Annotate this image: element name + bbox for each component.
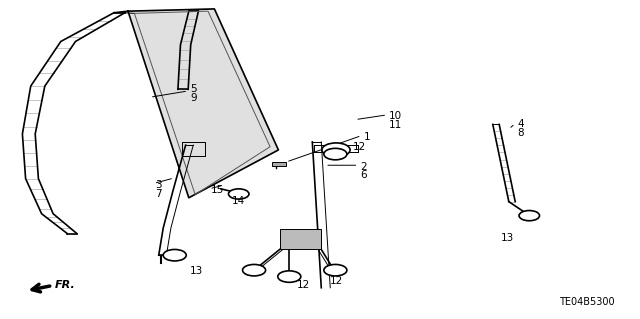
Text: 13: 13 (189, 266, 203, 276)
Circle shape (324, 264, 347, 276)
Circle shape (322, 143, 350, 157)
Circle shape (519, 211, 540, 221)
FancyBboxPatch shape (272, 162, 286, 166)
Text: 1: 1 (364, 131, 370, 142)
Circle shape (163, 249, 186, 261)
Text: FR.: FR. (54, 279, 75, 290)
Text: 2: 2 (360, 162, 367, 172)
Text: 13: 13 (500, 233, 514, 243)
Text: 7: 7 (155, 189, 161, 199)
Text: 9: 9 (190, 93, 196, 103)
Text: 12: 12 (330, 276, 343, 286)
Circle shape (324, 148, 347, 160)
Text: 5: 5 (190, 84, 196, 94)
Text: 8: 8 (517, 128, 524, 138)
Circle shape (228, 189, 249, 199)
Text: 3: 3 (155, 180, 161, 190)
Text: 12: 12 (353, 142, 367, 152)
FancyBboxPatch shape (280, 229, 321, 249)
Text: 10: 10 (389, 111, 403, 122)
Text: 4: 4 (517, 119, 524, 130)
Text: 15: 15 (211, 185, 225, 195)
Text: 12: 12 (296, 279, 310, 290)
Circle shape (278, 271, 301, 282)
Text: 6: 6 (360, 170, 367, 181)
Polygon shape (128, 9, 278, 198)
Text: 14: 14 (232, 196, 245, 206)
Text: TE04B5300: TE04B5300 (559, 297, 614, 307)
Circle shape (243, 264, 266, 276)
Text: 11: 11 (389, 120, 403, 130)
